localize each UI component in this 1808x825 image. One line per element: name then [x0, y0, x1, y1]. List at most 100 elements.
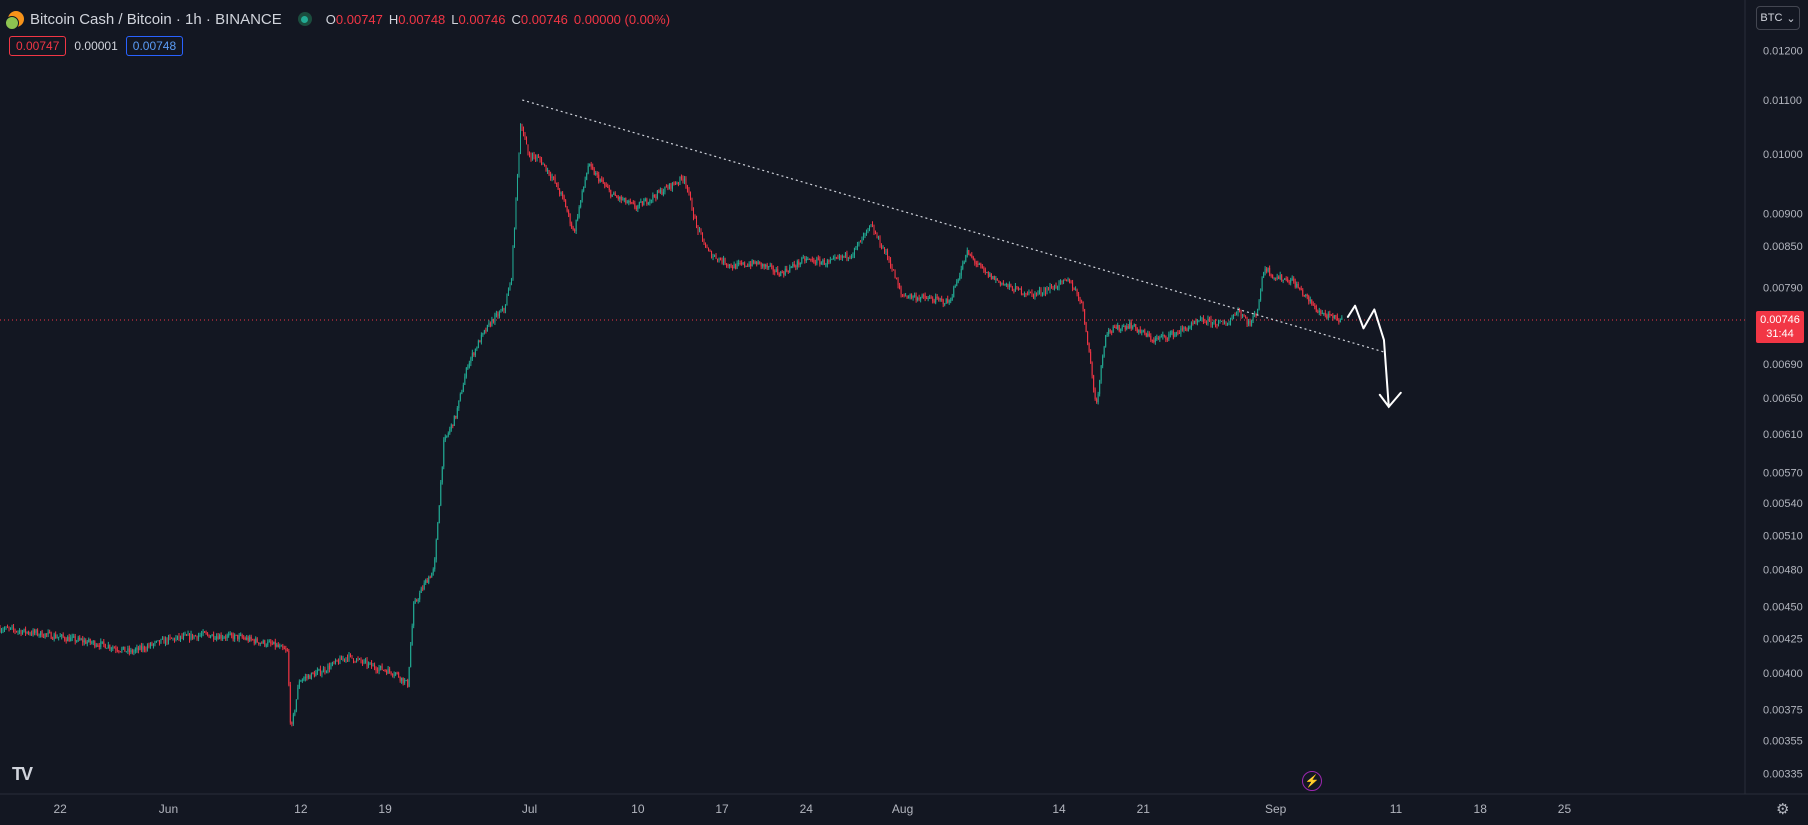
candle-body [468, 362, 470, 368]
candle-body [38, 634, 40, 636]
candle-body [94, 641, 96, 647]
candle-body [1090, 351, 1092, 363]
candle-body [795, 266, 797, 268]
candle-body [80, 639, 82, 641]
gear-icon[interactable]: ⚙ [1776, 801, 1790, 818]
candle-body [58, 636, 60, 638]
candle-body [1177, 332, 1179, 334]
candle-body [1225, 323, 1227, 326]
candle-body [726, 264, 728, 266]
candle-body [193, 635, 195, 639]
candle-body [485, 330, 487, 332]
candle-body [306, 676, 308, 678]
candle-body [918, 297, 920, 300]
candle-body [996, 278, 998, 281]
candle-body [1061, 280, 1063, 282]
candle-body [1183, 327, 1185, 330]
candle-body [244, 638, 246, 640]
candle-body [22, 631, 24, 635]
candle-body [574, 229, 576, 232]
candle-body [1112, 326, 1114, 332]
candle-body [682, 178, 684, 181]
candle-body [1276, 276, 1278, 279]
candle-body [402, 677, 404, 683]
candle-body [429, 577, 431, 579]
candle-body [844, 252, 846, 257]
candle-body [685, 178, 687, 186]
candle-body [417, 599, 419, 601]
candle-body [423, 583, 425, 589]
candle-body [762, 264, 764, 267]
bch-btc-icon [5, 11, 24, 30]
candle-body [252, 639, 254, 641]
candle-body [969, 254, 971, 256]
candle-body [267, 641, 269, 646]
candle-body [562, 192, 564, 197]
candle-body [1315, 305, 1317, 312]
candle-body [82, 639, 84, 643]
candle-body [312, 672, 314, 674]
y-tick-label: 0.00335 [1763, 768, 1803, 780]
candle-body [405, 680, 407, 682]
x-tick-label: 24 [800, 802, 814, 816]
candle-body [595, 173, 597, 175]
candle-body [781, 271, 783, 273]
candle-body [813, 259, 815, 263]
candle-body [261, 642, 263, 644]
candle-body [172, 638, 174, 640]
candle-body [384, 670, 386, 672]
candle-body [319, 668, 321, 675]
market-open-dot-icon[interactable] [297, 12, 312, 26]
candle-body [908, 296, 910, 298]
candle-body [551, 176, 553, 178]
candle-body [1326, 315, 1328, 319]
candle-body [975, 262, 977, 264]
candle-body [1150, 335, 1152, 341]
candle-body [1051, 286, 1053, 288]
currency-button[interactable]: BTC ⌄ [1756, 6, 1800, 30]
candle-body [1093, 375, 1095, 390]
candle-body [780, 271, 782, 277]
buy-price-button[interactable]: 0.00748 [125, 36, 184, 56]
candle-body [158, 640, 160, 644]
candle-body [483, 330, 485, 333]
candle-body [587, 165, 589, 174]
candle-body [560, 192, 562, 195]
candle-body [715, 255, 717, 259]
candle-body [1290, 279, 1292, 283]
candle-body [353, 658, 355, 662]
ohlc-low-label: L [451, 11, 459, 27]
candle-body [86, 641, 88, 644]
chart-header: Bitcoin Cash / Bitcoin · 1h · BINANCE O0… [5, 8, 670, 30]
symbol-title[interactable]: Bitcoin Cash / Bitcoin · 1h · BINANCE [30, 10, 282, 28]
candle-body [819, 259, 821, 265]
candle-body [1341, 317, 1343, 320]
candle-body [85, 640, 87, 644]
candle-body [1166, 338, 1168, 340]
candle-body [1111, 331, 1113, 333]
candle-body [201, 634, 203, 636]
candle-body [262, 640, 264, 644]
candle-body [1237, 309, 1239, 315]
y-tick-label: 0.00650 [1763, 393, 1803, 405]
candle-body [264, 640, 266, 646]
candle-body [1288, 282, 1290, 284]
candle-body [1044, 290, 1046, 294]
sell-price-button[interactable]: 0.00747 [9, 36, 67, 56]
tradingview-logo[interactable]: TV [12, 764, 33, 784]
candle-body [956, 281, 958, 287]
candle-body [1275, 277, 1277, 279]
candle-body [97, 645, 99, 647]
candle-body [196, 635, 198, 639]
candle-body [337, 661, 339, 664]
candle-body [1333, 315, 1335, 319]
candle-body [1239, 309, 1241, 312]
candle-body [1300, 288, 1302, 290]
candle-body [695, 217, 697, 226]
candle-body [856, 244, 858, 247]
candle-body [864, 233, 866, 236]
lightning-icon[interactable]: ⚡ [1302, 771, 1322, 791]
candle-body [363, 660, 365, 663]
candle-body [432, 569, 434, 573]
